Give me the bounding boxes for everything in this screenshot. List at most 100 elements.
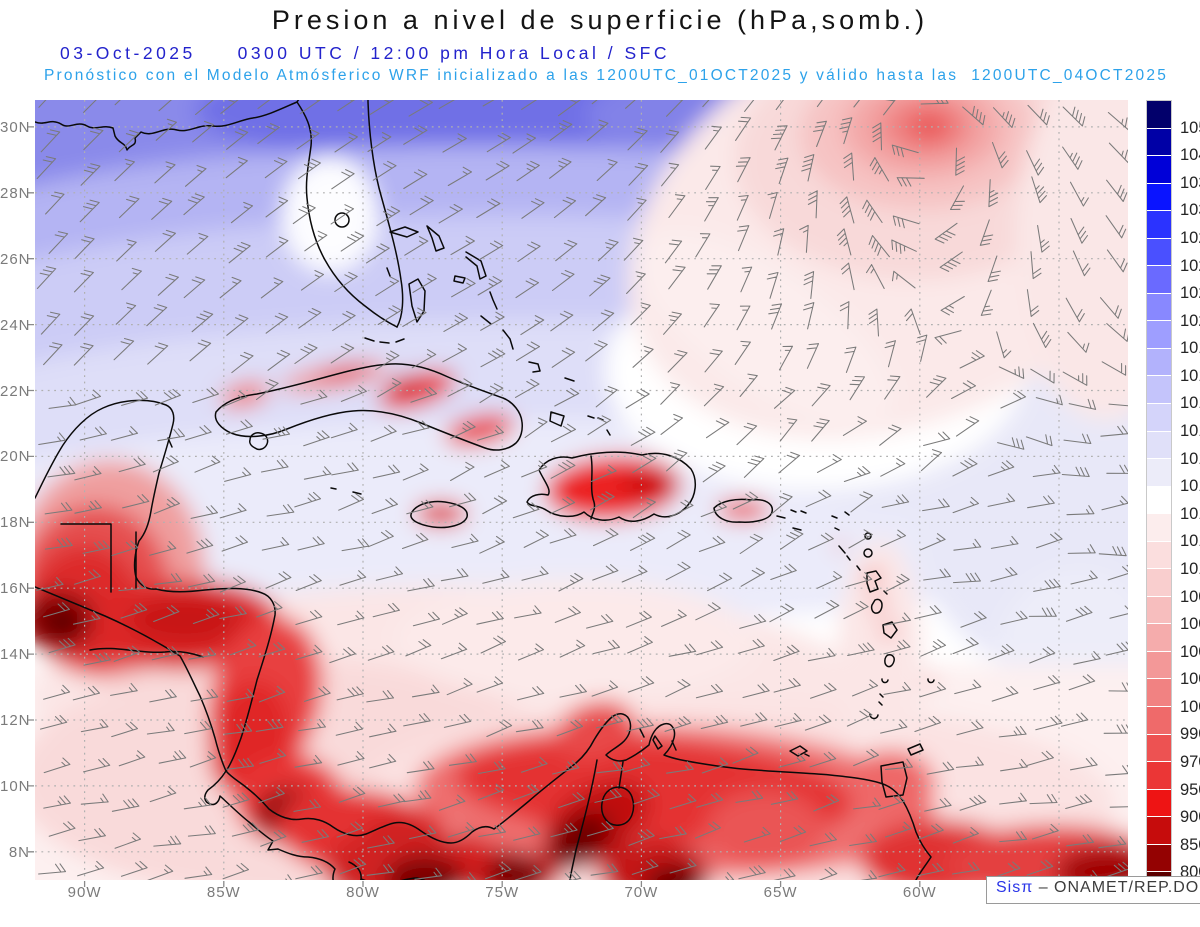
colorbar-tick-label: 950: [1180, 780, 1200, 799]
coastlines: [35, 100, 935, 880]
colorbar-tick-label: 1015: [1180, 449, 1200, 468]
colorbar-segment: [1147, 376, 1171, 404]
colorbar-segment: [1147, 624, 1171, 651]
colorbar-tick-label: 1013: [1180, 504, 1200, 523]
lon-tick-label: 85W: [206, 884, 241, 901]
colorbar-tick-label: 1019: [1180, 339, 1200, 358]
lat-tick-label: 18N: [0, 514, 31, 532]
colorbar-tick-label: 1050: [1180, 118, 1200, 137]
coast-hispaniola: [526, 451, 696, 522]
lat-tick-label: 24N: [0, 316, 31, 334]
lat-tick-label: 22N: [0, 382, 31, 400]
lon-tick-label: 75W: [485, 884, 520, 901]
colorbar-segment: [1147, 266, 1171, 293]
coast-cuba: [214, 363, 523, 451]
lake-maracaibo: [600, 761, 635, 826]
colorbar-segment: [1147, 348, 1171, 376]
colorbar-tick-label: 1022: [1180, 284, 1200, 303]
lake-okeechobee: [334, 212, 350, 228]
colorbar-segment: [1147, 844, 1171, 872]
colorbar-segment: [1147, 514, 1171, 541]
page-title: Presion a nivel de superficie (hPa,somb.…: [271, 5, 929, 35]
colorbar-segment: [1147, 679, 1171, 707]
coast-costa-rica-panama-south: [204, 770, 426, 880]
isle-of-youth: [249, 432, 269, 451]
coast-florida: [296, 101, 398, 328]
colorbar-tick-label: 1035: [1180, 173, 1200, 192]
colorbar-segment: [1147, 762, 1171, 789]
colorbar-tick-label: 1028: [1180, 228, 1200, 247]
colorbar-tick-label: 970: [1180, 753, 1200, 772]
coast-puerto-rico: [713, 498, 773, 523]
axis-tick-marks: [28, 126, 1060, 887]
colorbar-segment: [1147, 156, 1171, 183]
colorbar-tick-label: 1016: [1180, 422, 1200, 441]
colorbar-tick-label: 1002: [1180, 670, 1200, 689]
colorbar-segment: [1147, 651, 1171, 679]
cozumel: [167, 437, 173, 448]
watermark: Sisπ – ONAMET/REP.DOM.: [986, 876, 1200, 904]
coast-pacific: [35, 586, 227, 772]
map-canvas: [28, 100, 1128, 887]
trinidad-tobago: [880, 743, 924, 798]
colorbar-tick-label: 1006: [1180, 615, 1200, 634]
colorbar-segment: [1147, 596, 1171, 624]
colorbar-segment: [1147, 183, 1171, 211]
lat-tick-label: 14N: [0, 646, 31, 664]
colorbar-segment: [1147, 211, 1171, 238]
forecast-line: Pronóstico con el Modelo Atmósferico WRF…: [44, 67, 1169, 84]
lon-tick-label: 80W: [346, 884, 380, 901]
florida-keys: [364, 337, 405, 344]
coast-florida-east: [367, 100, 404, 328]
colorbar-tick-label: 1020: [1180, 311, 1200, 330]
colorbar-segment: [1147, 321, 1171, 348]
colorbar-segment: [1147, 293, 1171, 321]
lat-tick-label: 10N: [0, 777, 31, 795]
colorbar-segment: [1147, 541, 1171, 569]
border-colombia-venezuela: [569, 759, 598, 880]
lon-tick-label: 70W: [624, 884, 659, 901]
colorbar-segment: [1147, 569, 1171, 596]
lon-tick-label: 90W: [67, 884, 102, 901]
haiti-dr-border: [590, 455, 596, 520]
map-area: [28, 100, 1128, 887]
colorbar-tick-label: 1040: [1180, 146, 1200, 165]
wind-barbs: [36, 100, 1128, 880]
colorbar-tick-label: 1000: [1180, 697, 1200, 716]
colorbar-segment: [1147, 734, 1171, 762]
colorbar-tick-label: 1004: [1180, 642, 1200, 661]
virgin-islands: [776, 509, 807, 531]
colorbar-segment: [1147, 789, 1171, 817]
colorbar-tick-label: 1025: [1180, 256, 1200, 275]
colorbar-segment: [1147, 817, 1171, 844]
coast-gulf: [35, 100, 300, 151]
coast-jamaica: [410, 500, 468, 529]
colorbar-segment: [1147, 128, 1171, 156]
colorbar-tick-label: 1018: [1180, 366, 1200, 385]
lat-tick-label: 30N: [0, 118, 31, 136]
colorbar-segment: [1147, 404, 1171, 431]
colorbar-segment: [1147, 707, 1171, 734]
lesser-antilles: [831, 511, 935, 720]
borders-central-america: [60, 523, 204, 658]
datetime-line: 03-Oct-2025 0300 UTC / 12:00 pm Hora Loc…: [60, 43, 670, 63]
colorbar-segment: [1147, 101, 1171, 128]
colorbar-segment: [1147, 486, 1171, 514]
cayman-islands: [330, 487, 362, 495]
colorbar-tick-label: 1012: [1180, 532, 1200, 551]
lon-tick-label: 65W: [763, 884, 798, 901]
colorbar: [1146, 100, 1172, 900]
watermark-credit: – ONAMET/REP.DOM.: [1038, 879, 1200, 896]
lat-tick-label: 12N: [0, 712, 31, 729]
colorbar-tick-label: 850: [1180, 835, 1200, 854]
lat-tick-label: 16N: [0, 580, 31, 598]
watermark-brand: Sisπ: [996, 879, 1034, 896]
colorbar-tick-label: 990: [1180, 725, 1200, 744]
colorbar-tick-label: 1030: [1180, 201, 1200, 220]
coast-central-america: [35, 399, 932, 880]
colorbar-segment: [1147, 431, 1171, 459]
colorbar-tick-label: 1008: [1180, 587, 1200, 606]
